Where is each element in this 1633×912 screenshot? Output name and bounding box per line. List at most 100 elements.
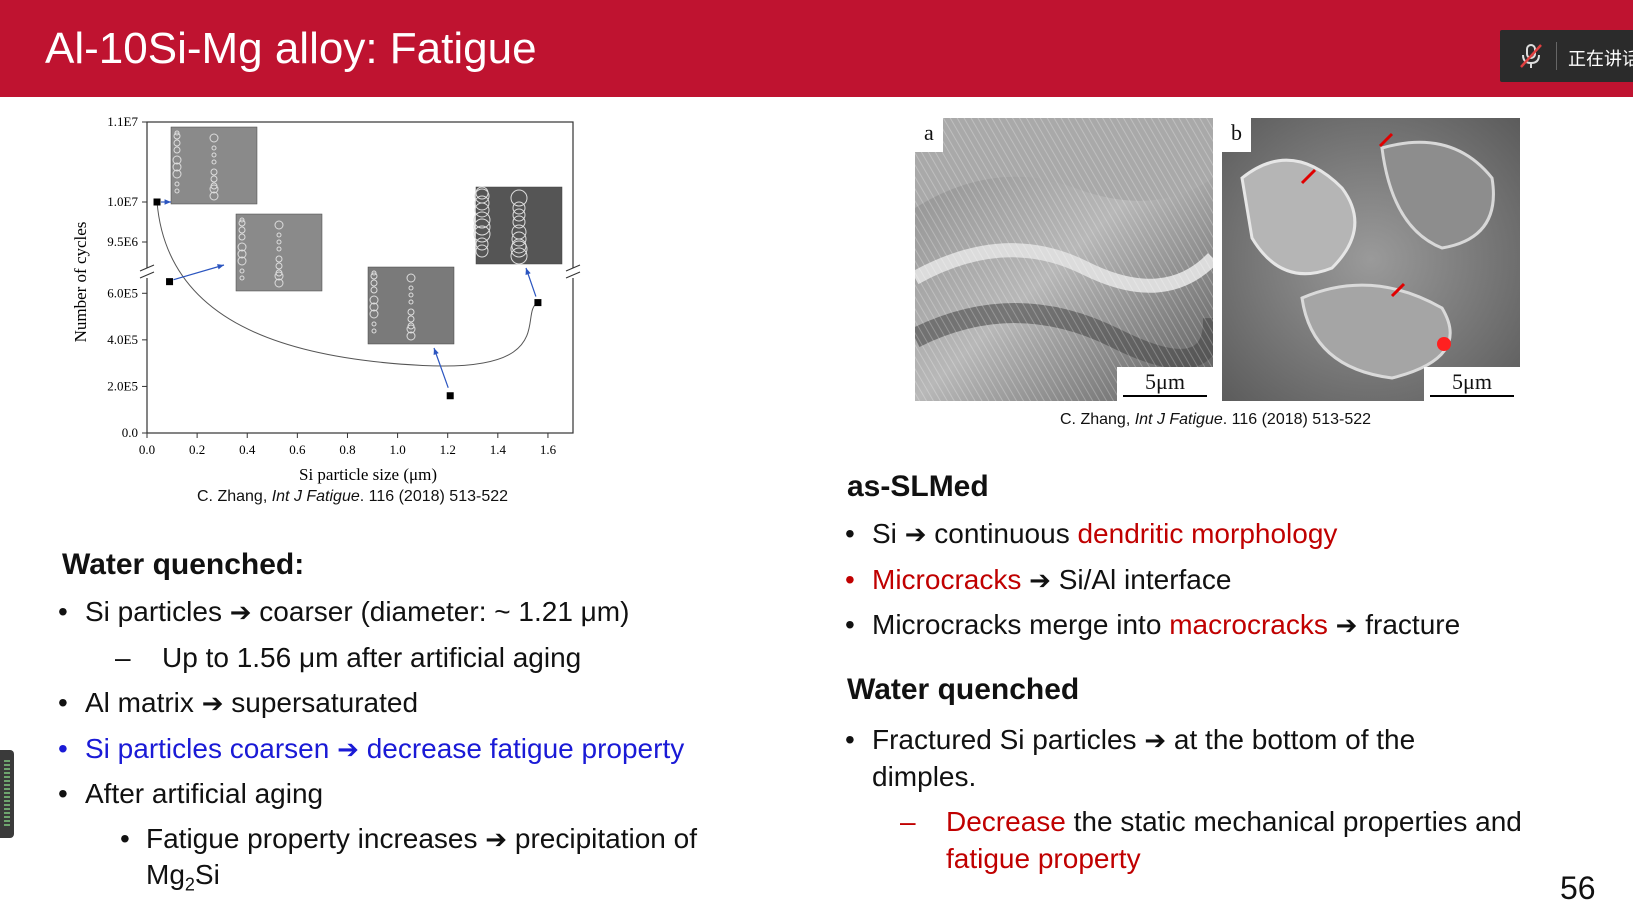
sem-texture-b xyxy=(1222,118,1520,401)
chart-citation: C. Zhang, Int J Fatigue. 116 (2018) 513-… xyxy=(197,488,508,506)
blue-arrowhead-icon xyxy=(217,264,224,270)
text: supersaturated xyxy=(231,687,419,718)
data-point xyxy=(166,278,174,286)
bullet-icon: • xyxy=(58,778,68,809)
inset-particle xyxy=(211,145,217,151)
inset-particle xyxy=(408,292,414,298)
text: coarser (diameter: ~ 1.21 μm) xyxy=(259,596,630,627)
right-sub-1-cont: fatigue property xyxy=(946,843,1141,874)
arrow-icon: ➔ xyxy=(1144,726,1167,756)
text: at the bottom of the xyxy=(1173,724,1416,755)
inset-particle xyxy=(274,271,284,281)
inset-particle xyxy=(408,299,414,305)
text: Si particles xyxy=(85,596,222,627)
scale-bar-b: 5μm xyxy=(1424,367,1520,401)
inset-particle xyxy=(406,331,416,341)
inset-particle xyxy=(209,191,219,201)
inset-particle xyxy=(512,208,526,222)
inset-particle xyxy=(510,240,528,258)
inset-particle xyxy=(174,130,180,136)
left-bullet-3: Si particles coarsen ➔ decrease fatigue … xyxy=(85,733,684,765)
citation-details: . 116 (2018) 513-522 xyxy=(1222,411,1372,428)
axis-break-mark xyxy=(139,264,155,272)
left-heading: Water quenched: xyxy=(62,548,305,581)
inset-particle xyxy=(211,152,217,158)
left-sub-bullet-5-cont: Mg2Si xyxy=(146,859,220,896)
slide-title: Al-10Si-Mg alloy: Fatigue xyxy=(45,24,537,73)
blue-arrowhead-icon xyxy=(433,348,439,355)
data-point xyxy=(153,198,161,206)
inset-particle xyxy=(369,309,379,319)
inset-micrograph xyxy=(473,186,563,265)
sem-image-a: a 5μm xyxy=(915,118,1213,401)
side-panel-handle[interactable] xyxy=(0,750,14,838)
text: Si xyxy=(194,859,220,890)
citation-journal: Int J Fatigue xyxy=(1134,411,1223,428)
text: continuous xyxy=(934,518,1078,549)
dash-icon: – xyxy=(115,642,131,673)
inset-particle xyxy=(239,217,245,223)
inset-particle xyxy=(275,255,283,263)
text: Decrease xyxy=(946,806,1066,837)
image-label-a: a xyxy=(915,118,943,152)
inset-particle xyxy=(174,188,180,194)
bullet-icon: • xyxy=(58,687,68,718)
inset-particle xyxy=(371,321,377,327)
inset-particle xyxy=(406,324,416,334)
red-arrow-icon xyxy=(1378,132,1394,148)
inset-particle xyxy=(407,308,415,316)
inset-particle xyxy=(173,132,181,140)
inset-particle xyxy=(511,231,527,247)
x-tick-label: 1.4 xyxy=(490,442,507,457)
text: the static mechanical properties and xyxy=(1065,806,1522,837)
axis-break-mark xyxy=(565,264,581,272)
inset-particle xyxy=(172,155,182,165)
right-heading-1: as-SLMed xyxy=(847,470,989,503)
inset-particle xyxy=(371,270,377,276)
inset-particle xyxy=(475,244,489,258)
trend-curve xyxy=(156,201,539,367)
axis-break-gap xyxy=(140,268,154,278)
inset-particle xyxy=(211,159,217,165)
text: Fractured Si particles xyxy=(872,724,1137,755)
scale-line-a xyxy=(1123,395,1207,397)
arrow-icon: ➔ xyxy=(485,825,508,855)
inset-particle xyxy=(475,237,489,251)
inset-particle xyxy=(512,215,526,229)
inset-particle xyxy=(209,184,219,194)
speaking-indicator[interactable]: 正在讲话 xyxy=(1500,30,1633,82)
text: Microcracks merge into xyxy=(872,609,1170,640)
left-bullet-2: Al matrix ➔ supersaturated xyxy=(85,687,418,719)
axis-break-mark xyxy=(139,271,155,279)
text: Mg xyxy=(146,859,185,890)
chart-xlabel: Si particle size (μm) xyxy=(299,465,437,484)
image-label-b: b xyxy=(1222,118,1251,152)
text: Si/Al interface xyxy=(1058,564,1232,595)
blue-arrow-icon xyxy=(433,347,449,388)
data-point xyxy=(534,299,542,307)
inset-particle xyxy=(274,220,284,230)
text: Microcracks xyxy=(872,564,1022,595)
muted-mic-icon[interactable] xyxy=(1518,42,1544,70)
inset-particle xyxy=(370,286,378,294)
inset-micrograph xyxy=(170,126,258,205)
arrow-icon: ➔ xyxy=(229,598,252,628)
inset-particle xyxy=(474,195,490,211)
citation-journal: Int J Fatigue xyxy=(271,488,360,505)
text: dendritic morphology xyxy=(1077,518,1338,549)
inset-particle xyxy=(276,246,282,252)
red-arrow-icon xyxy=(1390,282,1406,298)
y-tick-label: 0.0 xyxy=(122,425,138,440)
blue-arrow-icon xyxy=(173,264,225,281)
inset-particle xyxy=(473,218,491,236)
arrow-icon: ➔ xyxy=(1335,611,1358,641)
inset-particle xyxy=(408,285,414,291)
inset-particle xyxy=(369,302,379,312)
red-dot-marker xyxy=(1437,337,1451,351)
blue-arrowhead-icon xyxy=(164,199,171,205)
title-bar: Al-10Si-Mg alloy: Fatigue xyxy=(0,0,1633,97)
text: Si xyxy=(872,518,897,549)
inset-image xyxy=(367,266,455,345)
text: Fatigue property increases xyxy=(146,823,478,854)
inset-particle xyxy=(239,275,245,281)
